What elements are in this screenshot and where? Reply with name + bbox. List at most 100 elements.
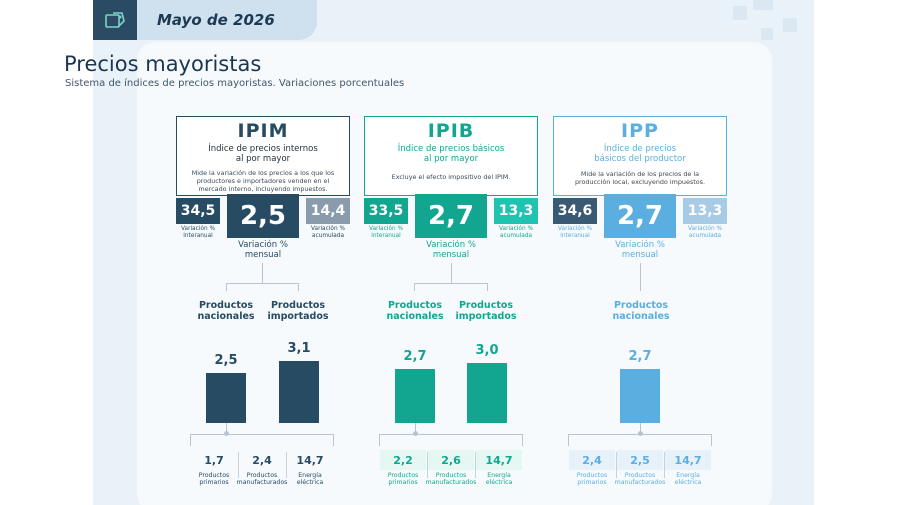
ipp-manufacturados-label: Productos manufacturados	[610, 472, 670, 486]
date-badge: Mayo de 2026	[137, 0, 317, 40]
vm-label-line: Variación %	[238, 240, 288, 250]
cat-line: Productos	[270, 300, 326, 311]
ipp-acumulada-label: Variación % acumulada	[683, 226, 727, 239]
ipim-name-line: al por mayor	[235, 154, 291, 164]
connector-line	[487, 283, 488, 291]
ipib-name-line: Índice de precios básicos	[397, 144, 505, 154]
divider	[664, 452, 665, 478]
ipim-mensual-value: 2,5	[227, 194, 299, 238]
ipib-desc-line: Excluye el efecto impositivo del IPIM.	[391, 173, 511, 181]
sub-label-line: manufacturados	[425, 479, 477, 486]
ipp-desc-line: Mide la variación de los precios de la	[580, 170, 700, 178]
ipim-card: IPIM Índice de precios internos al por m…	[176, 116, 350, 196]
page-subtitle: Sistema de índices de precios mayoristas…	[65, 78, 405, 89]
ipim-primarios-label: Productos primarios	[184, 472, 244, 486]
price-tag-icon	[93, 0, 137, 40]
ipp-primarios-value: 2,4	[569, 450, 615, 470]
connector-line	[414, 283, 488, 284]
ipp-mensual-label: Variación % mensual	[600, 240, 680, 260]
cat-line: nacionales	[197, 311, 255, 322]
connector-line	[711, 434, 712, 446]
mini-label-line: acumulada	[688, 232, 722, 239]
sub-label-line: Energía	[298, 472, 322, 479]
sub-label-line: Productos	[387, 472, 419, 479]
ipib-primarios-label: Productos primarios	[373, 472, 433, 486]
sub-label-line: Productos	[576, 472, 608, 479]
connector-line	[379, 434, 380, 446]
divider	[616, 452, 617, 478]
ipib-energia-value: 14,7	[476, 450, 522, 470]
connector-line	[379, 434, 523, 435]
mini-label-line: interanual	[183, 232, 213, 239]
sub-label-line: eléctrica	[485, 479, 513, 486]
ipim-desc-line: Mide la variación de los precios a los q…	[191, 169, 335, 177]
sub-label-line: manufacturados	[236, 479, 288, 486]
divider	[475, 452, 476, 478]
divider	[238, 452, 239, 478]
connector-line	[190, 434, 334, 435]
ipib-cat-nacionales: Productos nacionales	[375, 300, 455, 322]
ipp-card: IPP Índice de precios básicos del produc…	[553, 116, 727, 196]
mini-label-line: interanual	[560, 232, 590, 239]
ipp-description: Mide la variación de los precios de la p…	[554, 170, 726, 186]
ipim-importados-bar-label: 3,1	[287, 341, 311, 356]
ipp-name-line: Índice de precios	[603, 144, 677, 154]
mini-label-line: Variación %	[499, 226, 533, 232]
ipib-description: Excluye el efecto impositivo del IPIM.	[365, 173, 537, 181]
sub-label-line: Productos	[246, 472, 278, 479]
connector-line	[262, 263, 263, 283]
ipib-name: Índice de precios básicos al por mayor	[365, 144, 537, 164]
connector-line	[415, 423, 416, 435]
cat-line: Productos	[613, 300, 669, 311]
decor-pixel	[753, 0, 773, 10]
ipim-acumulada-value: 14,4	[306, 198, 350, 224]
ipim-name-line: Índice de precios internos	[208, 144, 318, 154]
decor-pixel	[761, 28, 773, 40]
connector-line	[414, 283, 415, 291]
mini-label-line: interanual	[371, 232, 401, 239]
ipim-desc-line: productores e importadores venden en el	[196, 177, 330, 185]
ipib-manufacturados-value: 2,6	[428, 450, 474, 470]
ipim-cat-nacionales: Productos nacionales	[186, 300, 266, 322]
ipp-mensual-value: 2,7	[604, 194, 676, 238]
mini-label-line: Variación %	[181, 226, 215, 232]
sub-label-line: Productos	[435, 472, 467, 479]
ipp-name-line: básicos del productor	[594, 154, 686, 164]
sub-label-line: Energía	[676, 472, 700, 479]
ipp-cat-nacionales: Productos nacionales	[601, 300, 681, 322]
ipp-abbr: IPP	[621, 120, 659, 142]
ipim-nacionales-bar	[206, 373, 246, 423]
connector-line	[568, 434, 712, 435]
sub-label-line: eléctrica	[674, 479, 702, 486]
mini-label-line: Variación %	[369, 226, 403, 232]
cat-line: importados	[267, 311, 329, 322]
connector-line	[226, 423, 227, 435]
decor-pixel	[733, 6, 747, 20]
ipp-manufacturados-value: 2,5	[617, 450, 663, 470]
ipp-nacionales-bar-label: 2,7	[628, 349, 652, 364]
ipim-cat-importados: Productos importados	[258, 300, 338, 322]
ipib-manufacturados-label: Productos manufacturados	[421, 472, 481, 486]
ipim-name: Índice de precios internos al por mayor	[177, 144, 349, 164]
divider	[427, 452, 428, 478]
sub-label-line: eléctrica	[296, 479, 324, 486]
report-date: Mayo de 2026	[157, 11, 275, 29]
ipp-name: Índice de precios básicos del productor	[554, 144, 726, 164]
connector-line	[333, 434, 334, 446]
ipib-mensual-label: Variación % mensual	[411, 240, 491, 260]
cat-line: Productos	[387, 300, 443, 311]
connector-line	[226, 283, 299, 284]
ipp-nacionales-bar	[620, 369, 660, 423]
ipp-acumulada-value: 13,3	[683, 198, 727, 224]
ipp-energia-label: Energía eléctrica	[658, 472, 718, 486]
ipib-energia-label: Energía eléctrica	[469, 472, 529, 486]
mini-label-line: acumulada	[311, 232, 345, 239]
connector-line	[298, 283, 299, 291]
cat-line: Productos	[198, 300, 254, 311]
vm-label-line: Variación %	[426, 240, 476, 250]
sub-label-line: Energía	[487, 472, 511, 479]
ipp-desc-line: producción local, excluyendo impuestos.	[574, 178, 706, 186]
ipim-primarios-value: 1,7	[204, 453, 224, 467]
ipib-name-line: al por mayor	[423, 154, 479, 164]
ipib-abbr: IPIB	[427, 120, 475, 142]
